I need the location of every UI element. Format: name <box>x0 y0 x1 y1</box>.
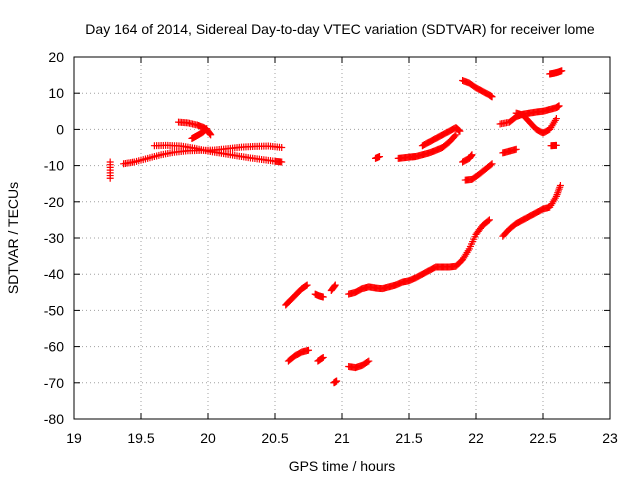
data-point <box>552 141 560 149</box>
data-point <box>318 354 326 362</box>
data-point <box>201 126 209 134</box>
x-tick-labels: 19 19.5 20 20.5 21 21.5 22 22.5 23 <box>66 430 618 446</box>
y-tick-label: 10 <box>48 85 64 101</box>
series-arc-t <box>499 145 520 157</box>
data-points <box>106 67 566 387</box>
y-tick-labels: -80 -70 -60 -50 -40 -30 -20 -10 0 10 20 <box>44 49 64 427</box>
series-arc-x <box>546 67 566 78</box>
series-arc-v <box>512 109 560 137</box>
y-tick-label: -40 <box>44 266 64 282</box>
data-point <box>512 145 520 153</box>
data-point <box>106 174 114 182</box>
data-point <box>331 281 339 289</box>
data-point <box>484 217 492 225</box>
chart-title: Day 164 of 2014, Sidereal Day-to-day VTE… <box>85 21 595 37</box>
data-point <box>485 216 493 224</box>
series-arc-b <box>120 142 286 168</box>
data-point <box>555 102 563 110</box>
x-tick-label: 20 <box>200 430 216 446</box>
x-tick-label: 22 <box>468 430 484 446</box>
series-arc-a <box>106 158 114 182</box>
data-point <box>302 282 310 290</box>
data-point <box>558 67 566 75</box>
data-point <box>451 132 459 140</box>
data-point <box>364 358 372 366</box>
data-point <box>303 281 311 289</box>
data-point <box>556 182 564 190</box>
data-point <box>207 131 215 139</box>
series-arc-n <box>372 153 384 162</box>
data-point <box>487 161 495 169</box>
grid-lines <box>74 57 610 419</box>
y-tick-label: -10 <box>44 158 64 174</box>
series-arc-o <box>394 131 460 162</box>
series-arc-y <box>547 141 560 150</box>
y-tick-label: -60 <box>44 339 64 355</box>
data-point <box>319 293 327 301</box>
series-arc-m <box>345 357 373 372</box>
data-point <box>278 144 286 151</box>
data-point <box>376 153 384 161</box>
series-arc-c <box>150 141 286 166</box>
data-point <box>365 357 373 365</box>
data-point <box>488 160 496 168</box>
series-arc-w <box>499 182 564 240</box>
data-point <box>319 353 327 361</box>
data-point <box>203 125 211 133</box>
x-tick-label: 21 <box>334 430 350 446</box>
y-tick-label: -70 <box>44 375 64 391</box>
y-axis-title: SDTVAR / TECUs <box>5 182 21 294</box>
x-tick-label: 21.5 <box>395 430 422 446</box>
data-point <box>452 131 460 139</box>
series-arc-e <box>188 125 211 142</box>
series-arc-f <box>282 281 311 309</box>
data-point <box>468 151 476 159</box>
data-point <box>488 93 496 101</box>
x-tick-label: 19 <box>66 430 82 446</box>
y-tick-label: -80 <box>44 411 64 427</box>
x-tick-label: 19.5 <box>127 430 154 446</box>
series-arc-l <box>330 377 341 387</box>
series-arc-g <box>311 290 327 301</box>
data-point <box>456 127 464 135</box>
series-arc-h <box>327 281 339 294</box>
data-point <box>331 282 339 290</box>
data-point <box>333 377 341 385</box>
x-axis-title: GPS time / hours <box>289 458 396 474</box>
series-arc-j <box>284 346 312 365</box>
series-arc-r <box>459 151 476 166</box>
data-point <box>455 126 463 134</box>
y-tick-label: -20 <box>44 194 64 210</box>
series-arc-k <box>314 353 327 365</box>
data-point <box>305 346 312 354</box>
x-tick-label: 20.5 <box>261 430 288 446</box>
data-point <box>278 158 286 166</box>
series-arc-q <box>459 77 496 101</box>
x-tick-label: 22.5 <box>529 430 556 446</box>
series-arc-s <box>461 160 496 184</box>
series-arc-p <box>418 124 464 150</box>
data-point <box>455 127 463 135</box>
y-tick-label: 20 <box>48 49 64 65</box>
y-tick-label: -50 <box>44 302 64 318</box>
y-tick-label: 0 <box>56 121 64 137</box>
data-point <box>202 125 210 133</box>
series-arc-i <box>345 216 493 298</box>
x-tick-label: 23 <box>602 430 618 446</box>
data-point <box>552 115 560 123</box>
y-tick-label: -30 <box>44 230 64 246</box>
plot-frame <box>73 56 611 420</box>
